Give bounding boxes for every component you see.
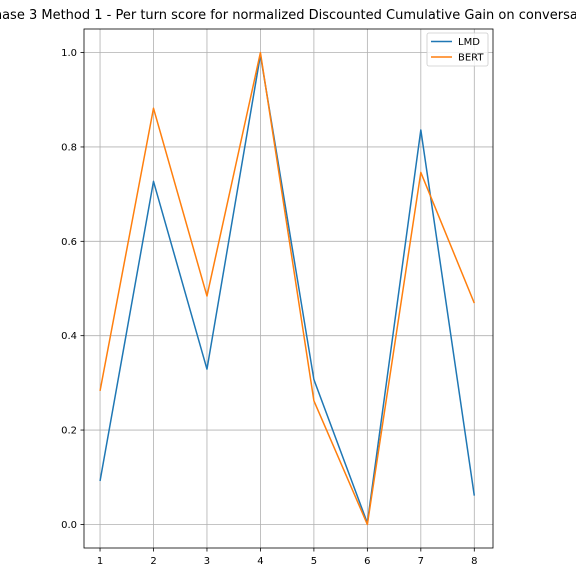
y-axis: 0.0 0.2 0.4 0.6 0.8 1.0	[61, 48, 84, 531]
y-tick-label: 0.6	[61, 237, 77, 248]
x-tick-label: 6	[364, 556, 370, 567]
y-tick-label: 0.0	[61, 520, 77, 531]
y-tick-label: 1.0	[61, 48, 77, 59]
series-line-lmd	[99, 54, 476, 524]
y-tick-label: 0.4	[61, 331, 77, 342]
x-tick-label: 2	[150, 556, 156, 567]
x-tick-label: 5	[311, 556, 317, 567]
series-line-bert	[99, 51, 475, 526]
x-tick-label: 8	[471, 556, 477, 567]
series-layer	[99, 51, 476, 526]
legend: LMD BERT	[426, 32, 489, 67]
x-axis: 1 2 3 4 5 6 7 8	[97, 548, 477, 567]
y-tick-label: 0.2	[61, 426, 77, 437]
x-tick-label: 3	[204, 556, 210, 567]
grid-lines	[84, 29, 493, 548]
legend-label: BERT	[458, 53, 484, 64]
legend-label: LMD	[458, 37, 480, 48]
x-tick-label: 1	[97, 556, 103, 567]
chart-title-text: Phase 3 Method 1 - Per turn score for no…	[0, 8, 576, 23]
y-tick-label: 0.8	[61, 142, 77, 153]
chart-title: Phase 3 Method 1 - Per turn score for no…	[0, 8, 576, 26]
x-tick-label: 7	[418, 556, 424, 567]
x-tick-label: 4	[257, 556, 263, 567]
plot-frame	[83, 28, 494, 549]
